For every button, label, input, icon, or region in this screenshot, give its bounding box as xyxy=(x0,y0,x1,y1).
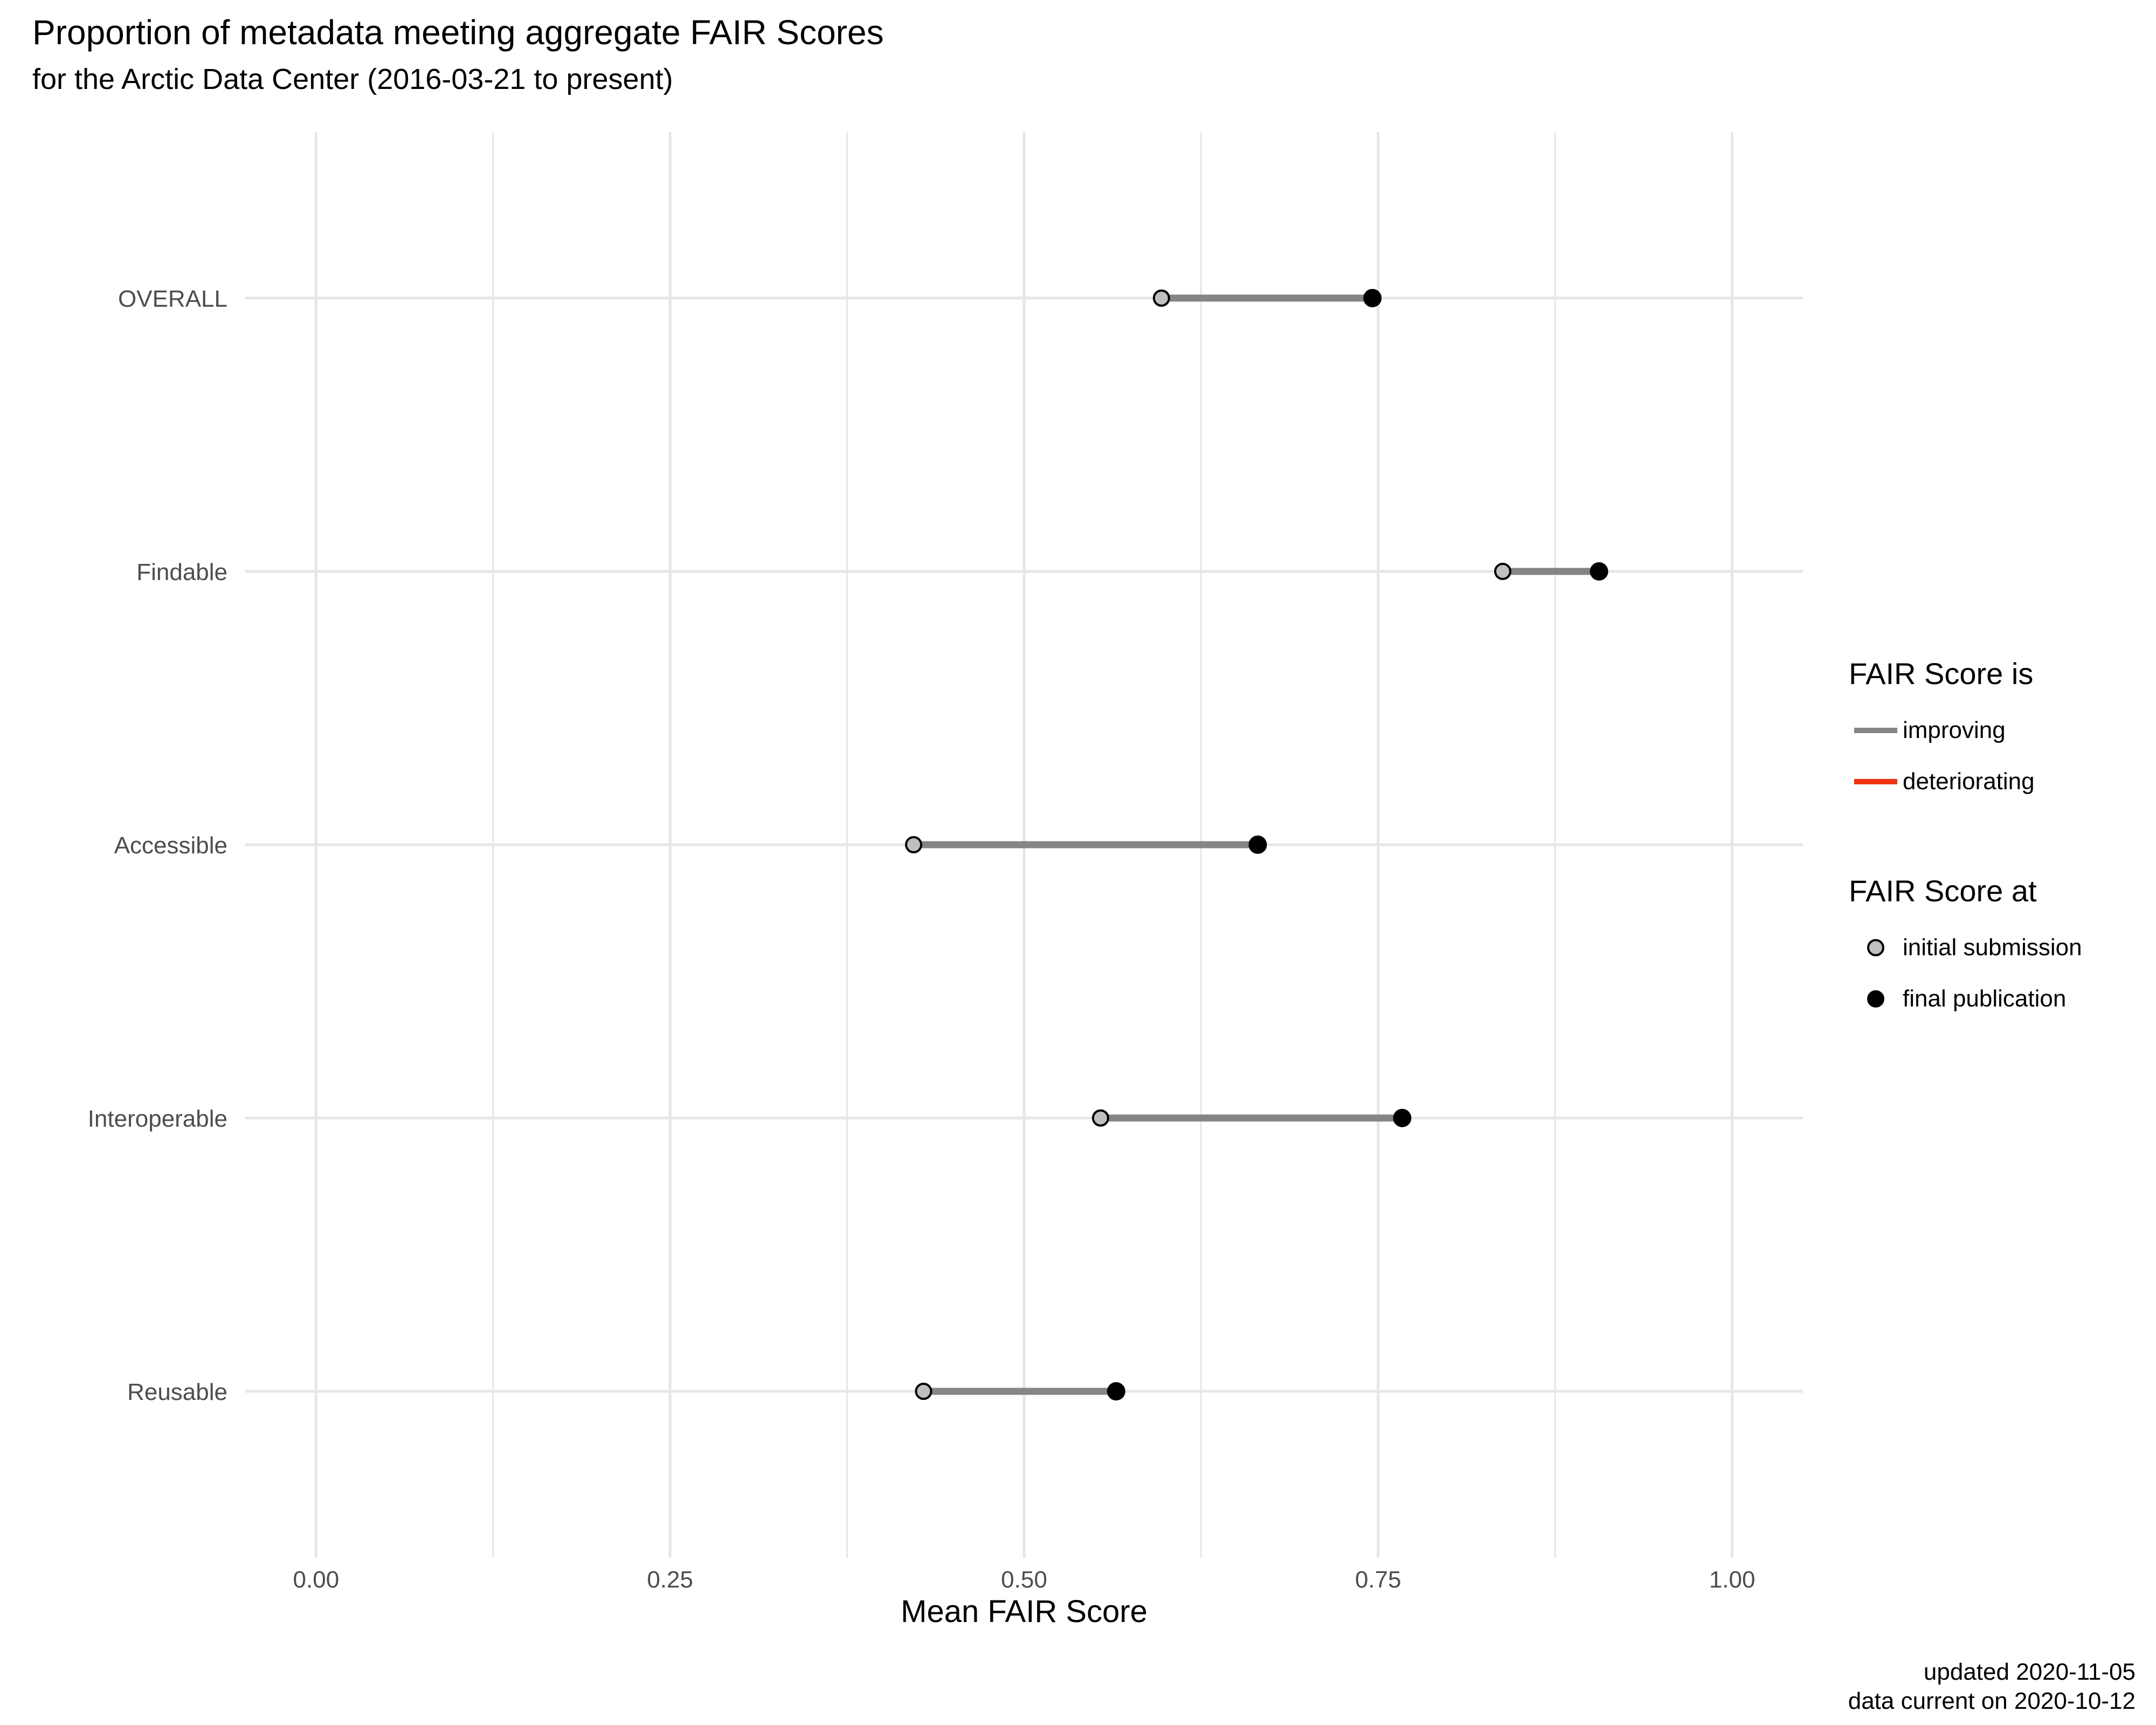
x-tick-label: 1.00 xyxy=(1709,1567,1756,1593)
x-axis-title: Mean FAIR Score xyxy=(901,1594,1148,1629)
final-publication-point xyxy=(1393,1109,1412,1127)
x-tick-label: 0.00 xyxy=(293,1567,340,1593)
legend-item-improving: improving xyxy=(1849,714,2006,747)
improving-line-key xyxy=(1854,728,1897,733)
y-tick-label: Findable xyxy=(136,559,227,585)
final-publication-point xyxy=(1248,836,1267,854)
caption-data-current: data current on 2020-10-12 xyxy=(1848,1688,2136,1714)
x-tick-labels: 0.00 0.25 0.50 0.75 1.00 xyxy=(293,1567,1756,1593)
legend-label-deteriorating: deteriorating xyxy=(1903,768,2035,795)
legend-label-final-publication: final publication xyxy=(1903,985,2067,1012)
initial-submission-point xyxy=(905,836,923,853)
x-tick-label: 0.75 xyxy=(1355,1567,1401,1593)
final-publication-point xyxy=(1590,562,1608,581)
final-publication-point xyxy=(1107,1382,1125,1400)
legend-label-improving: improving xyxy=(1903,717,2006,743)
y-tick-label: Accessible xyxy=(114,832,227,859)
x-tick-label: 0.25 xyxy=(647,1567,693,1593)
caption: updated 2020-11-05 data current on 2020-… xyxy=(1848,1658,2136,1716)
x-tick-label: 0.50 xyxy=(1001,1567,1047,1593)
y-tick-label: OVERALL xyxy=(118,286,227,312)
y-tick-labels: OVERALL Findable Accessible Interoperable Re… xyxy=(88,286,227,1405)
y-tick-label: Reusable xyxy=(127,1379,227,1405)
final-publication-point xyxy=(1363,289,1382,307)
legend-trend: FAIR Score is improving deteriorating xyxy=(1849,655,2035,811)
legend-stage-title: FAIR Score at xyxy=(1849,874,2037,908)
initial-submission-point xyxy=(1152,289,1170,307)
legend-item-deteriorating: deteriorating xyxy=(1849,765,2035,798)
caption-updated: updated 2020-11-05 xyxy=(1923,1659,2136,1685)
y-tick-label: Interoperable xyxy=(88,1106,227,1132)
data-marks xyxy=(905,289,1608,1400)
final-publication-dot-key xyxy=(1867,990,1884,1008)
initial-submission-point xyxy=(915,1383,932,1400)
legend-item-initial-submission: initial submission xyxy=(1849,932,2082,964)
chart-title: Proportion of metadata meeting aggregate… xyxy=(32,13,884,52)
legend-label-initial-submission: initial submission xyxy=(1903,934,2082,961)
initial-submission-point xyxy=(1494,563,1512,580)
initial-submission-point xyxy=(1091,1109,1109,1127)
legend-trend-title: FAIR Score is xyxy=(1849,657,2034,691)
legend-stage: FAIR Score at initial submission final p… xyxy=(1849,872,2082,1029)
chart-subtitle: for the Arctic Data Center (2016-03-21 t… xyxy=(32,63,673,95)
initial-submission-dot-key xyxy=(1867,939,1884,956)
legend-item-final-publication: final publication xyxy=(1849,983,2066,1015)
deteriorating-line-key xyxy=(1854,779,1897,784)
